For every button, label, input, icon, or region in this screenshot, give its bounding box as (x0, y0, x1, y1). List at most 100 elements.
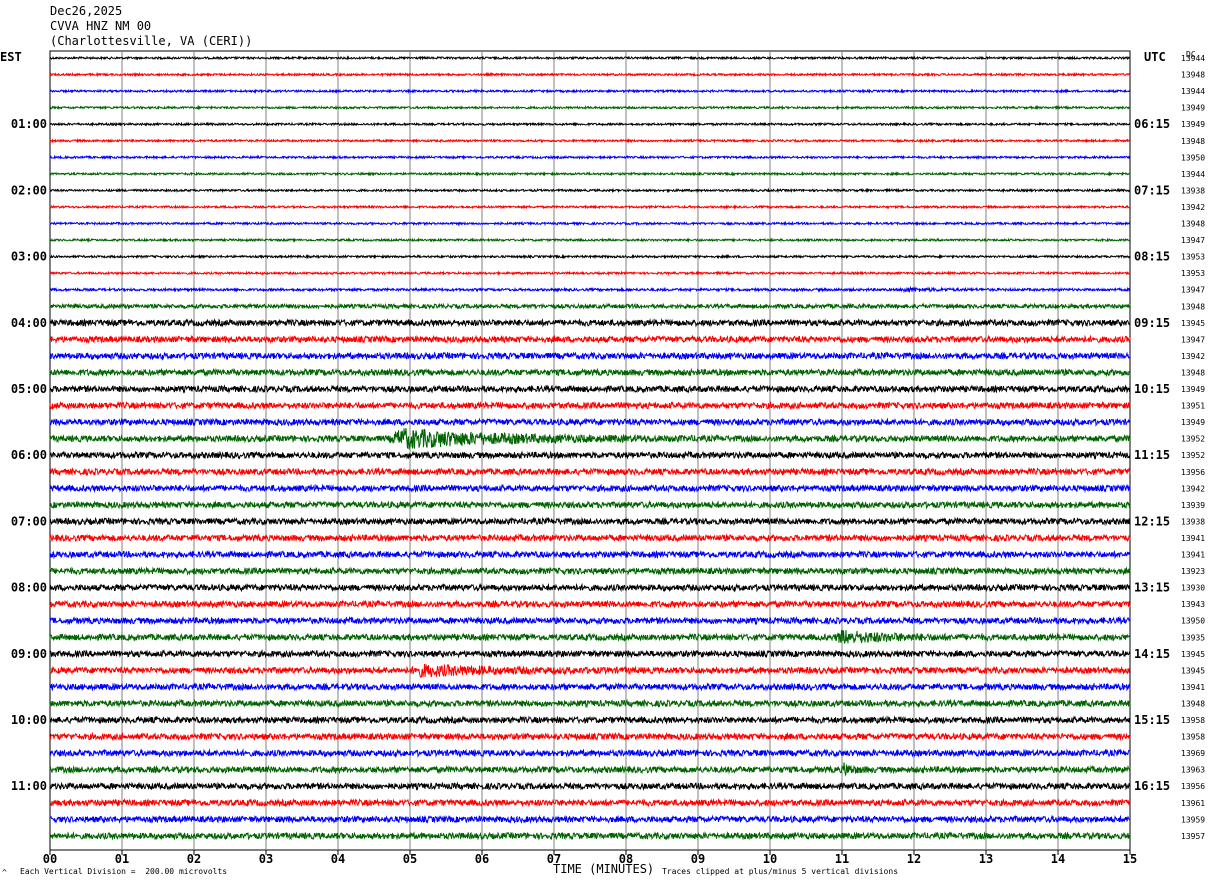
x-tick-label: 14 (1051, 852, 1065, 866)
dc-offset-label: 13957 (1181, 832, 1205, 841)
dc-offset-label: 13942 (1181, 352, 1205, 361)
dc-offset-label: 13948 (1181, 137, 1205, 146)
trace-line (49, 417, 1131, 428)
dc-offset-label: 13945 (1181, 666, 1205, 675)
right-hour-label: 11:15 (1134, 448, 1170, 462)
dc-offset-label: 13943 (1181, 600, 1205, 609)
dc-offset-label: 13969 (1181, 749, 1205, 758)
dc-offset-label: 13938 (1181, 186, 1205, 195)
dc-offset-label: 13948 (1181, 699, 1205, 708)
right-hour-label: 09:15 (1134, 316, 1170, 330)
left-hour-label: 04:00 (11, 316, 47, 330)
trace-line (49, 762, 1131, 777)
trace-line (49, 466, 1131, 477)
header-station: CVVA HNZ NM 00 (50, 19, 152, 33)
trace-line (49, 187, 1131, 194)
dc-offset-label: 13945 (1181, 319, 1205, 328)
trace-line (49, 400, 1131, 411)
right-hour-label: 10:15 (1134, 382, 1170, 396)
right-timezone-label: UTC (1144, 50, 1166, 64)
trace-line (49, 483, 1131, 494)
trace-line (49, 285, 1131, 294)
right-hour-label: 15:15 (1134, 713, 1170, 727)
trace-line (49, 121, 1131, 128)
trace-line (49, 450, 1131, 461)
trace-line (49, 599, 1131, 609)
x-tick-label: 15 (1123, 852, 1137, 866)
trace-line (49, 814, 1131, 825)
trace-line (49, 88, 1131, 95)
trace-line (49, 317, 1131, 328)
trace-line (49, 630, 1131, 645)
x-tick-label: 01 (115, 852, 129, 866)
trace-line (49, 781, 1131, 792)
right-hour-label: 13:15 (1134, 581, 1170, 595)
dc-offset-label: 13956 (1181, 468, 1205, 477)
left-hour-label: 09:00 (11, 647, 47, 661)
trace-line (49, 566, 1131, 576)
dc-offset-label: 13935 (1181, 633, 1205, 642)
left-hour-label: 10:00 (11, 713, 47, 727)
dc-offset-label: 13959 (1181, 815, 1205, 824)
dc-offset-label: 13956 (1181, 782, 1205, 791)
trace-line (49, 71, 1131, 78)
trace-line (49, 367, 1131, 378)
trace-line (49, 104, 1131, 111)
x-tick-label: 13 (979, 852, 993, 866)
trace-line (49, 731, 1131, 742)
trace-line (49, 797, 1131, 808)
x-tick-label: 12 (907, 852, 921, 866)
trace-line (49, 748, 1131, 759)
dc-offset-label: 13948 (1181, 71, 1205, 80)
x-tick-label: 02 (187, 852, 201, 866)
trace-line (49, 549, 1131, 560)
dc-offset-label: 13953 (1181, 253, 1205, 262)
dc-offset-label: 13952 (1181, 435, 1205, 444)
dc-offset-label: 13944 (1181, 170, 1205, 179)
dc-offset-label: 13949 (1181, 104, 1205, 113)
dc-offset-label: 13938 (1181, 517, 1205, 526)
left-timezone-label: EST (0, 50, 22, 64)
trace-line (49, 302, 1131, 311)
trace-line (49, 582, 1131, 593)
trace-line (49, 830, 1131, 841)
trace-line (49, 220, 1131, 227)
left-hour-label: 01:00 (11, 117, 47, 131)
x-tick-label: 05 (403, 852, 417, 866)
dc-offset-label: 13961 (1181, 799, 1205, 808)
dc-offset-label: 13948 (1181, 220, 1205, 229)
x-tick-label: 07 (547, 852, 561, 866)
x-tick-label: 00 (43, 852, 57, 866)
x-axis-title: TIME (MINUTES) (553, 862, 655, 876)
dc-offset-label: 13942 (1181, 484, 1205, 493)
right-hour-label: 08:15 (1134, 250, 1170, 264)
header-location: (Charlottesville, VA (CERI)) (50, 34, 253, 48)
dc-offset-label: 13950 (1181, 617, 1205, 626)
x-tick-label: 04 (331, 852, 345, 866)
right-hour-label: 16:15 (1134, 779, 1170, 793)
trace-line (49, 351, 1131, 361)
trace-line (49, 154, 1130, 161)
trace-line (49, 663, 1130, 678)
corner-mark: ^ (2, 868, 7, 877)
right-hour-label: 07:15 (1134, 183, 1170, 197)
left-hour-label: 08:00 (11, 581, 47, 595)
dc-offset-label: 13947 (1181, 286, 1205, 295)
dc-offset-label: 13939 (1181, 501, 1205, 510)
right-hour-label: 12:15 (1134, 514, 1170, 528)
dc-offset-label: 13963 (1181, 766, 1205, 775)
trace-line (49, 698, 1131, 709)
dc-offset-label: 13958 (1181, 733, 1205, 742)
left-hour-label: 11:00 (11, 779, 47, 793)
trace-line (49, 170, 1130, 177)
trace-line (49, 615, 1131, 626)
dc-offset-label: 13930 (1181, 584, 1205, 593)
dc-offset-label: 13951 (1181, 402, 1205, 411)
left-hour-label: 07:00 (11, 514, 47, 528)
trace-line (49, 334, 1131, 345)
scale-note: Each Vertical Division = 200.00 microvol… (20, 867, 228, 876)
x-tick-label: 08 (619, 852, 633, 866)
x-tick-label: 09 (691, 852, 705, 866)
left-hour-label: 02:00 (11, 183, 47, 197)
